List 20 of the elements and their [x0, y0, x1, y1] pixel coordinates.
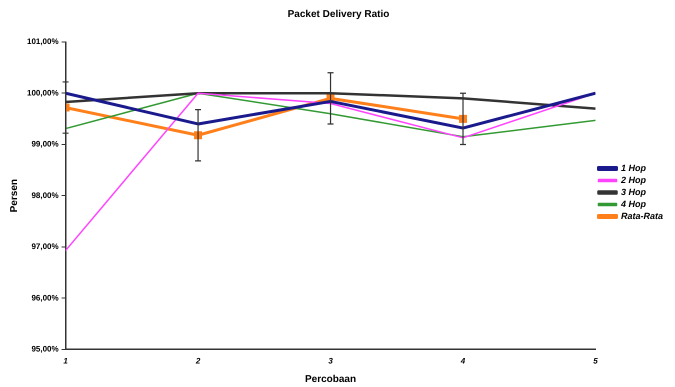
x-tick-label: 5	[593, 356, 598, 366]
y-tick-label: 101,00%	[26, 37, 59, 46]
chart-title: Packet Delivery Ratio	[288, 8, 390, 20]
x-tick-label: 3	[328, 356, 334, 366]
y-axis-title: Persen	[8, 179, 20, 212]
legend-label: 1 Hop	[620, 162, 646, 173]
y-tick-label: 95,00%	[31, 344, 59, 354]
legend-label: Rata-Rata	[620, 210, 664, 221]
legend-label: 4 Hop	[620, 198, 646, 209]
y-tick-label: 98,00%	[31, 190, 59, 200]
y-tick-label: 96,00%	[31, 293, 59, 302]
legend-label: 2 Hop	[620, 174, 646, 185]
legend-label: 3 Hop	[620, 186, 646, 197]
y-tick-label: 100,00%	[26, 88, 59, 98]
x-tick-label: 1	[63, 356, 68, 366]
x-tick-label: 4	[460, 356, 466, 366]
y-tick-label: 97,00%	[31, 242, 59, 252]
x-axis-title: Percobaan	[304, 374, 356, 385]
y-tick-label: 99,00%	[31, 140, 59, 149]
x-tick-label: 2	[194, 356, 201, 366]
